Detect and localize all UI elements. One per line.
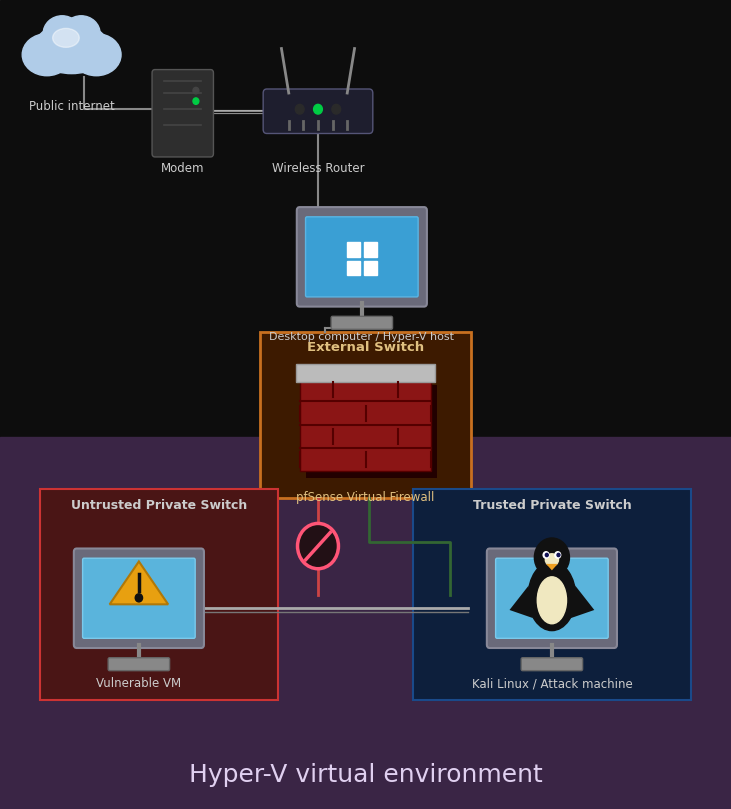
- Polygon shape: [110, 561, 168, 604]
- Ellipse shape: [537, 577, 567, 624]
- FancyBboxPatch shape: [260, 332, 471, 498]
- FancyBboxPatch shape: [108, 658, 170, 671]
- FancyBboxPatch shape: [487, 549, 617, 648]
- Bar: [0, 0, 731, 437]
- FancyBboxPatch shape: [306, 217, 418, 297]
- Bar: [36, 51, 107, 67]
- Bar: [346, 260, 360, 275]
- Circle shape: [298, 523, 338, 569]
- Text: Untrusted Private Switch: Untrusted Private Switch: [71, 499, 247, 512]
- Text: pfSense Virtual Firewall: pfSense Virtual Firewall: [296, 491, 435, 504]
- Circle shape: [557, 553, 560, 557]
- Text: Public internet: Public internet: [29, 100, 115, 113]
- Bar: [364, 260, 377, 275]
- Text: Desktop computer / Hyper-V host: Desktop computer / Hyper-V host: [269, 332, 455, 341]
- Circle shape: [332, 104, 341, 114]
- Text: Vulnerable VM: Vulnerable VM: [96, 677, 181, 690]
- Text: Wireless Router: Wireless Router: [272, 162, 364, 175]
- Ellipse shape: [53, 28, 79, 47]
- Ellipse shape: [528, 562, 576, 631]
- Ellipse shape: [72, 34, 121, 76]
- Bar: [0, 437, 731, 809]
- Circle shape: [555, 552, 561, 558]
- FancyBboxPatch shape: [40, 489, 278, 700]
- FancyBboxPatch shape: [74, 549, 204, 648]
- Bar: [296, 364, 435, 383]
- Polygon shape: [571, 586, 594, 618]
- FancyBboxPatch shape: [496, 558, 608, 638]
- FancyBboxPatch shape: [413, 489, 691, 700]
- FancyBboxPatch shape: [521, 658, 583, 671]
- Bar: [364, 243, 377, 257]
- Circle shape: [193, 87, 199, 94]
- Text: External Switch: External Switch: [307, 341, 424, 354]
- Circle shape: [135, 594, 143, 602]
- Ellipse shape: [62, 16, 100, 52]
- Ellipse shape: [545, 554, 558, 566]
- Circle shape: [545, 553, 548, 557]
- Ellipse shape: [43, 16, 81, 52]
- Circle shape: [543, 552, 549, 558]
- Polygon shape: [510, 586, 533, 618]
- Bar: [346, 243, 360, 257]
- Polygon shape: [546, 564, 558, 570]
- FancyBboxPatch shape: [263, 89, 373, 133]
- Circle shape: [314, 104, 322, 114]
- FancyBboxPatch shape: [331, 316, 393, 329]
- FancyBboxPatch shape: [152, 70, 213, 157]
- Bar: [306, 385, 437, 477]
- Ellipse shape: [34, 23, 110, 74]
- Text: Hyper-V virtual environment: Hyper-V virtual environment: [189, 763, 542, 787]
- Circle shape: [193, 98, 199, 104]
- Text: Kali Linux / Attack machine: Kali Linux / Attack machine: [471, 677, 632, 690]
- Ellipse shape: [22, 34, 72, 76]
- Circle shape: [534, 538, 569, 577]
- Text: Modem: Modem: [161, 162, 205, 175]
- FancyBboxPatch shape: [83, 558, 195, 638]
- Circle shape: [295, 104, 304, 114]
- FancyBboxPatch shape: [297, 207, 427, 307]
- Text: Trusted Private Switch: Trusted Private Switch: [472, 499, 632, 512]
- Bar: [300, 379, 431, 471]
